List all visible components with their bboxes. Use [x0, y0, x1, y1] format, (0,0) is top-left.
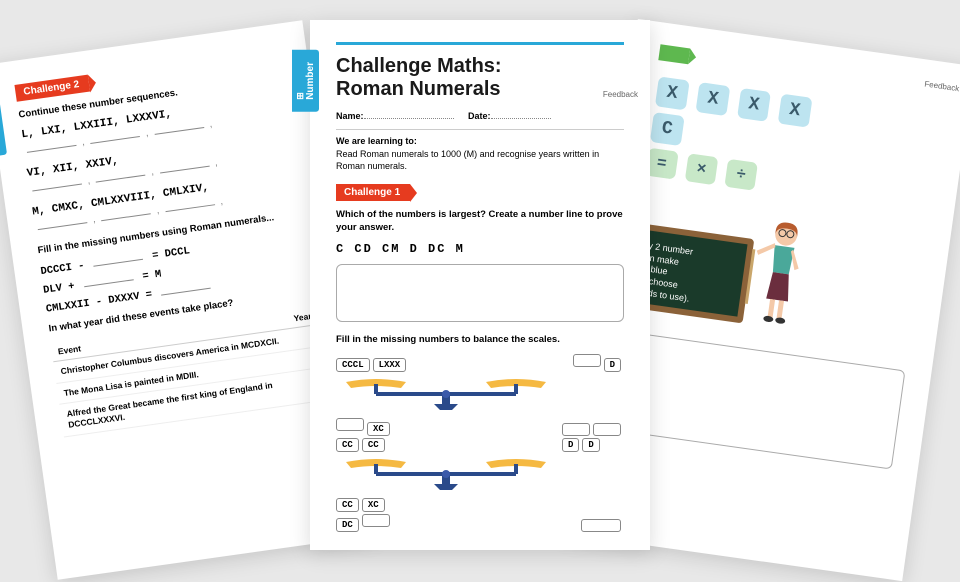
scale-box: CC	[336, 438, 359, 452]
scale-1: CCCLLXXX D	[336, 354, 624, 410]
scale-box: XC	[362, 498, 385, 512]
name-date-row: Name: Date:	[336, 111, 624, 121]
page-title: Challenge Maths:Roman Numerals	[336, 42, 624, 101]
green-badge	[658, 44, 690, 64]
eq2-left: DLV +	[43, 280, 76, 296]
tile-divide: ÷	[724, 159, 757, 191]
scale-box-empty	[562, 423, 590, 436]
worksheet-page-1: Number Feedback Challenge Maths:Roman Nu…	[310, 20, 650, 550]
tile-x: X	[777, 94, 812, 128]
tile-c: C	[650, 112, 685, 146]
q2-instruction: Fill in the missing numbers to balance t…	[336, 334, 624, 346]
challenge-2-badge: Challenge 2	[14, 75, 90, 102]
scale-box: LXXX	[373, 358, 407, 372]
feedback-label: Feedback	[603, 90, 638, 99]
feedback-label: Feedback	[924, 79, 960, 93]
tile-x: X	[737, 88, 772, 122]
scale-box: CC	[362, 438, 385, 452]
eq1-left: DCCCI -	[40, 260, 85, 278]
tile-x: X	[655, 76, 690, 110]
side-tab-number: Number	[292, 50, 319, 112]
scale-box: D	[604, 358, 621, 372]
number-line-box	[336, 264, 624, 322]
scale-box: D	[582, 438, 599, 452]
tile-equals: =	[645, 148, 678, 180]
scale-box-empty	[573, 354, 601, 367]
name-label: Name:	[336, 111, 364, 121]
scale-box-empty	[581, 519, 621, 532]
scale-box-empty	[362, 514, 390, 527]
date-label: Date:	[468, 111, 491, 121]
scale-box: DC	[336, 518, 359, 532]
q1-instruction: Which of the numbers is largest? Create …	[336, 209, 624, 234]
teacher-icon	[739, 214, 814, 331]
learning-header: We are learning to:	[336, 129, 624, 146]
scale-2: XC CCCC DD	[336, 418, 624, 490]
balance-scale-icon	[336, 374, 556, 410]
scale-box: CC	[336, 498, 359, 512]
eq2-right: = M	[142, 268, 162, 283]
learning-text: Read Roman numerals to 1000 (M) and reco…	[336, 149, 624, 172]
numerals-list: C CD CM D DC M	[336, 242, 624, 256]
tile-x: X	[696, 82, 731, 116]
scale-box-empty	[593, 423, 621, 436]
scale-box: D	[562, 438, 579, 452]
scale-3: CCXC DC	[336, 498, 624, 534]
scale-box: XC	[367, 422, 390, 436]
side-tab-number: Number	[0, 93, 7, 158]
eq1-right: = DCCL	[152, 245, 191, 262]
scale-box-empty	[336, 418, 364, 431]
challenge-1-badge: Challenge 1	[336, 184, 410, 201]
tile-multiply: ×	[685, 153, 718, 185]
balance-scale-icon	[336, 454, 556, 490]
scale-box: CCCL	[336, 358, 370, 372]
